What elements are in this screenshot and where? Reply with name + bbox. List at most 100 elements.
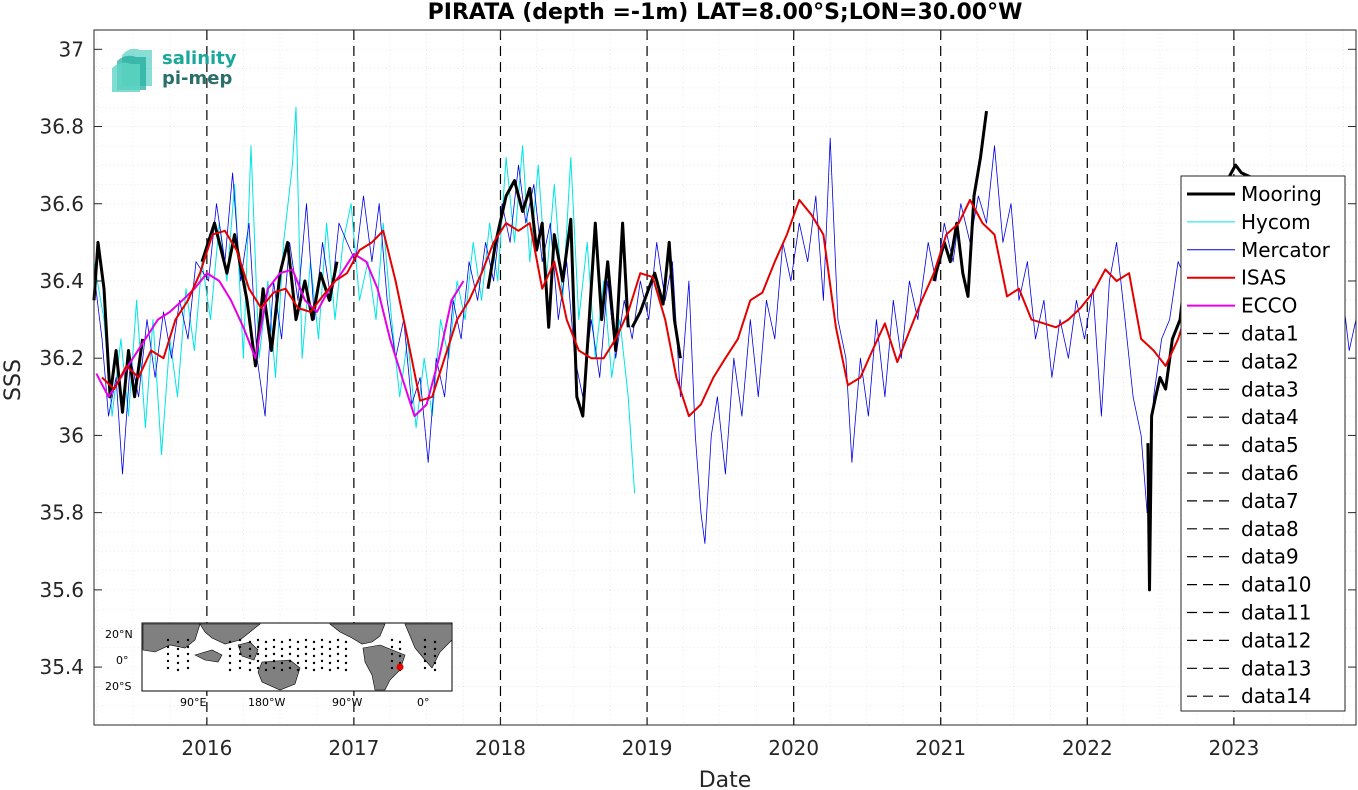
legend-label: data14 <box>1241 684 1312 708</box>
inset-buoy-dot <box>166 638 170 642</box>
inset-buoy-dot <box>176 640 180 644</box>
inset-buoy-dot <box>320 659 324 663</box>
inset-buoy-dot <box>336 652 340 656</box>
series-lines <box>92 106 1357 592</box>
inset-buoy-dot <box>238 652 242 656</box>
inset-buoy-dot <box>264 661 268 665</box>
inset-buoy-dot <box>312 640 316 644</box>
legend-label: data13 <box>1241 656 1312 680</box>
series-line-mooring <box>630 240 682 359</box>
legend-label: data3 <box>1241 377 1299 401</box>
inset-buoy-dot <box>433 654 437 658</box>
legend-label: data4 <box>1241 405 1299 429</box>
inset-buoy-dot <box>166 652 170 656</box>
inset-buoy-dot <box>328 654 332 658</box>
inset-buoy-dot <box>320 638 324 642</box>
inset-buoy-dot <box>272 652 276 656</box>
inset-buoy-dot <box>256 659 260 663</box>
inset-buoy-dot <box>304 652 308 656</box>
plot-area <box>92 29 1357 726</box>
inset-lat-label-0: 0° <box>116 654 129 667</box>
inset-buoy-dot <box>272 659 276 663</box>
inset-buoy-dot <box>186 652 190 656</box>
inset-buoy-dot <box>423 666 427 670</box>
inset-buoy-dot <box>390 652 394 656</box>
inset-buoy-dot <box>433 640 437 644</box>
legend-label: Mercator <box>1241 238 1331 262</box>
inset-buoy-dot <box>280 654 284 658</box>
legend-items: Mooring Hycom Mercator ISAS ECCO data1 data2 da… <box>1187 182 1331 708</box>
inset-buoy-dot <box>390 645 394 649</box>
inset-buoy-dot <box>272 666 276 670</box>
inset-buoy-dot <box>320 645 324 649</box>
inset-buoy-dot <box>186 666 190 670</box>
y-tick-label: 36.6 <box>39 192 84 216</box>
inset-buoy-dot <box>228 647 232 651</box>
inset-buoy-dot <box>176 654 180 658</box>
inset-buoy-dot <box>328 668 332 672</box>
inset-buoy-dot <box>228 668 232 672</box>
x-tick-label: 2023 <box>1208 736 1259 760</box>
legend-label: data10 <box>1241 573 1312 597</box>
x-tick-label: 2017 <box>328 736 379 760</box>
inset-buoy-dot <box>304 666 308 670</box>
series-line-mooring <box>1146 261 1188 592</box>
inset-buoy-dot <box>166 659 170 663</box>
inset-buoy-dot <box>248 640 252 644</box>
inset-buoy-dot <box>288 652 292 656</box>
inset-lon-label-90w: 90°W <box>332 696 362 709</box>
inset-buoy-dot <box>280 668 284 672</box>
inset-buoy-dot <box>296 661 300 665</box>
inset-buoy-dot <box>256 638 260 642</box>
legend-label: data1 <box>1241 322 1299 346</box>
inset-buoy-dot <box>272 638 276 642</box>
inset-buoy-dot <box>288 659 292 663</box>
inset-buoy-dot <box>336 638 340 642</box>
inset-buoy-dot <box>328 661 332 665</box>
inset-buoy-dot <box>390 666 394 670</box>
legend-box <box>1180 175 1346 712</box>
inset-lon-label-90e: 90°E <box>180 696 206 709</box>
logo-text-salinity: salinity <box>162 48 237 69</box>
logo-text-pimep: pi-mep <box>162 68 232 89</box>
inset-map-land <box>142 623 453 691</box>
inset-buoy-dot <box>433 668 437 672</box>
inset-buoy-dot <box>288 666 292 670</box>
series-line-mooring <box>92 240 145 414</box>
inset-buoy-dot <box>248 661 252 665</box>
inset-buoy-dot <box>288 645 292 649</box>
inset-buoy-dot <box>238 659 242 663</box>
inset-buoy-dot <box>423 645 427 649</box>
legend-label: data7 <box>1241 489 1299 513</box>
inset-buoy-dot <box>433 661 437 665</box>
x-tick-label: 2022 <box>1062 736 1113 760</box>
inset-buoy-dot <box>398 640 402 644</box>
inset-buoy-dot <box>264 647 268 651</box>
inset-buoy-dot <box>312 661 316 665</box>
legend-label: ECCO <box>1241 294 1297 318</box>
inset-buoy-dot <box>228 640 232 644</box>
inset-buoy-dot <box>176 668 180 672</box>
inset-buoy-dot <box>228 654 232 658</box>
chart-legend: Mooring Hycom Mercator ISAS ECCO data1 data2 da… <box>1180 175 1346 712</box>
x-tick-label: 2019 <box>622 736 673 760</box>
inset-buoy-dot <box>296 668 300 672</box>
inset-map-mooring-marker <box>396 663 404 671</box>
legend-label: Hycom <box>1241 210 1311 234</box>
inset-buoy-dot <box>312 647 316 651</box>
logo-wave-icon <box>112 48 152 92</box>
y-tick-label: 36.8 <box>39 115 84 139</box>
inset-buoy-dot <box>336 666 340 670</box>
series-line-mooring <box>486 179 630 418</box>
legend-label: ISAS <box>1241 266 1286 290</box>
salinity-pimep-logo: salinity pi-mep <box>112 48 237 92</box>
inset-location-map: 20°N 0° 20°S 90°E 180°W 90°W 0° <box>105 622 453 709</box>
inset-buoy-dot <box>344 661 348 665</box>
inset-buoy-dot <box>336 659 340 663</box>
x-tick-label: 2020 <box>768 736 819 760</box>
x-tick-label: 2016 <box>181 736 232 760</box>
inset-buoy-dot <box>328 647 332 651</box>
legend-label: data6 <box>1241 461 1299 485</box>
inset-buoy-dot <box>166 666 170 670</box>
inset-buoy-dot <box>390 638 394 642</box>
